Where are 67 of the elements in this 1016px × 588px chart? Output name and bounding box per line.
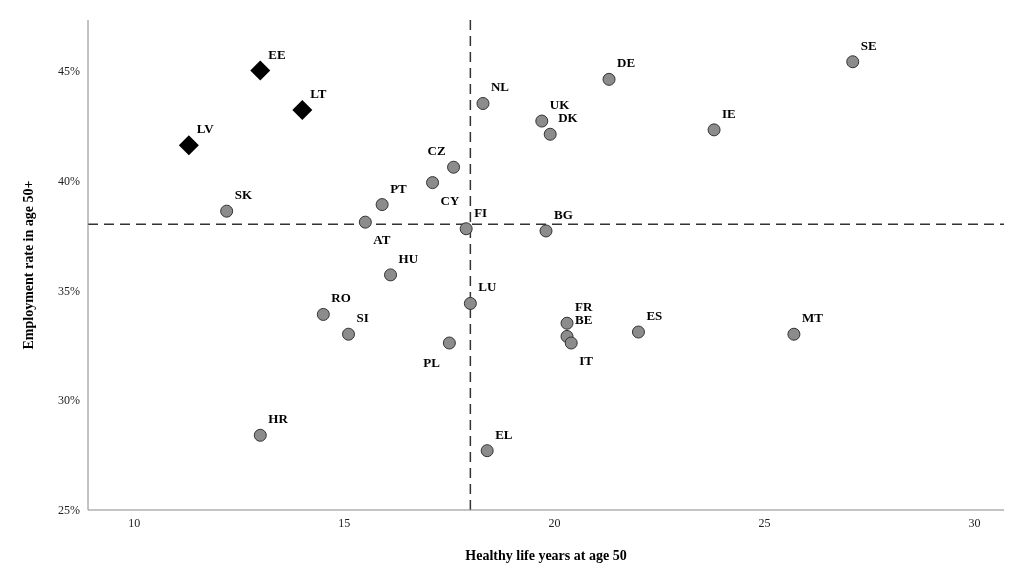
point bbox=[426, 176, 440, 190]
point bbox=[220, 204, 234, 218]
annotation: UK bbox=[549, 97, 571, 113]
y-tick-label: 25% bbox=[58, 503, 80, 518]
point bbox=[442, 336, 456, 350]
annotation: EL bbox=[495, 426, 513, 442]
x-tick-label: 25 bbox=[758, 515, 771, 530]
annotation: BG bbox=[554, 206, 573, 222]
point bbox=[375, 198, 389, 212]
point bbox=[292, 100, 313, 121]
annotation: HU bbox=[398, 250, 419, 266]
point bbox=[447, 160, 461, 174]
point bbox=[631, 325, 645, 339]
x-tick-label: 20 bbox=[548, 515, 561, 530]
annotation: BE bbox=[575, 312, 593, 328]
x-tick-label: 15 bbox=[338, 515, 351, 530]
point bbox=[564, 336, 578, 350]
annotation: PT bbox=[390, 180, 408, 196]
annotation: MT bbox=[801, 310, 824, 326]
point bbox=[787, 327, 801, 341]
point bbox=[476, 97, 490, 110]
point bbox=[463, 296, 477, 310]
y-tick-label: 40% bbox=[58, 173, 80, 188]
point bbox=[178, 135, 199, 156]
point bbox=[560, 316, 574, 330]
annotation: FR bbox=[575, 299, 593, 315]
point bbox=[535, 114, 549, 128]
annotation: CZ bbox=[427, 143, 446, 159]
x-axis-title: Healthy life years at age 50 bbox=[465, 548, 627, 563]
point bbox=[480, 444, 494, 458]
annotation: LV bbox=[196, 121, 215, 137]
annotation: SK bbox=[234, 187, 253, 203]
annotation: IT bbox=[579, 353, 594, 368]
point bbox=[342, 327, 356, 341]
annotation: RO bbox=[331, 290, 351, 306]
x-tick-label: 10 bbox=[128, 515, 141, 530]
annotation: IE bbox=[722, 105, 736, 121]
point bbox=[253, 428, 267, 442]
x-tick-label: 30 bbox=[968, 515, 981, 530]
y-tick-label: 45% bbox=[58, 63, 80, 78]
annotation: PL bbox=[423, 355, 441, 370]
annotation: LU bbox=[478, 279, 498, 295]
point bbox=[358, 215, 372, 229]
y-tick-label: 30% bbox=[58, 393, 80, 408]
annotation: AT bbox=[373, 232, 391, 248]
annotation: DE bbox=[617, 55, 636, 71]
annotation: FI bbox=[474, 204, 488, 220]
y-axis-title: Employment rate in age 50+ bbox=[20, 180, 36, 350]
point bbox=[384, 268, 398, 282]
point bbox=[316, 307, 330, 321]
point bbox=[602, 72, 616, 86]
annotation: CY bbox=[440, 192, 460, 208]
annotation: SI bbox=[356, 310, 369, 326]
point bbox=[459, 222, 473, 236]
annotation: EE bbox=[268, 46, 286, 62]
annotation: LT bbox=[310, 86, 327, 102]
point bbox=[543, 127, 557, 141]
annotation: ES bbox=[646, 308, 663, 324]
point bbox=[707, 123, 721, 137]
point bbox=[846, 55, 860, 69]
annotation: SE bbox=[860, 37, 877, 53]
annotation: HR bbox=[268, 411, 289, 427]
point bbox=[250, 60, 271, 81]
point bbox=[539, 224, 553, 238]
annotation: DK bbox=[558, 110, 579, 126]
annotation: NL bbox=[490, 79, 510, 95]
y-tick-label: 35% bbox=[58, 283, 80, 298]
